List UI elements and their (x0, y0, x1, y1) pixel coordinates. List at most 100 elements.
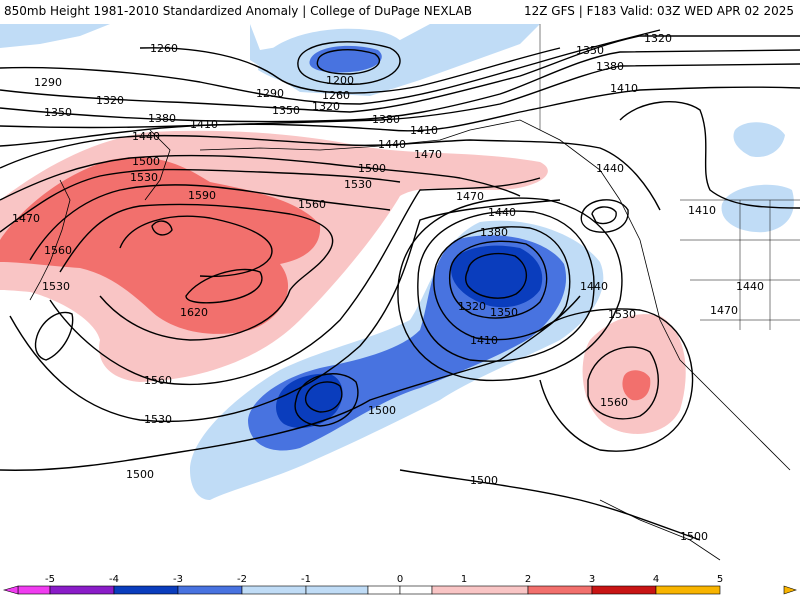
contour-label: 1530 (608, 308, 636, 321)
contour-1500 (0, 168, 401, 233)
anomaly-negative-hudson (733, 122, 785, 158)
contour-1350 (0, 49, 800, 123)
title-bar: 850mb Height 1981-2010 Standardized Anom… (0, 0, 800, 22)
coast-west-na (619, 199, 791, 471)
contour-label: 1200 (326, 74, 354, 87)
coast-mexico (599, 499, 721, 561)
contour-1620b (151, 220, 173, 236)
contour-label: 1410 (190, 118, 218, 131)
color-legend: -5 -4 -3 -2 -1 0 1 2 3 4 5 (0, 570, 800, 600)
contour-1560 (59, 203, 334, 341)
map-panel: 1260 1200 1290 1290 1260 1320 1320 1350 … (0, 22, 800, 570)
contour-low-1410 (417, 210, 595, 362)
contour-1470 (0, 154, 521, 201)
contour-label: 1440 (378, 138, 406, 151)
contour-label: 1380 (148, 112, 176, 125)
anomaly-negative-canada (721, 184, 794, 233)
legend-arrow-left (2, 585, 19, 595)
coastlines (29, 24, 800, 561)
contour-1230 (297, 41, 401, 86)
legend-tick: 4 (653, 574, 659, 585)
contour-label: 1350 (272, 104, 300, 117)
contour-1620 (185, 268, 263, 304)
contour-label: 1440 (132, 130, 160, 143)
legend-bin (305, 585, 369, 595)
anomaly-negative-west-strip (0, 24, 110, 48)
contour-1410-north (619, 101, 800, 209)
anomaly-negative-trough-core-west (276, 373, 343, 428)
contour-label: 1260 (150, 42, 178, 55)
legend-bin (591, 585, 657, 595)
contour-label: 1440 (580, 280, 608, 293)
legend-bin (177, 585, 243, 595)
legend-bin (113, 585, 179, 595)
contour-closed-bc-2 (580, 199, 629, 233)
contour-low-1350 (448, 240, 548, 319)
contour-1530-east (539, 308, 694, 452)
contour-label: 1350 (576, 44, 604, 57)
contour-label: 1410 (470, 334, 498, 347)
contour-closed-bc (591, 206, 617, 225)
legend-tick: -3 (173, 574, 183, 585)
legend-tick: -2 (237, 574, 247, 585)
coast-kamchatka (144, 129, 171, 201)
contour-label: 1320 (644, 32, 672, 45)
contour-1530-outer (9, 199, 561, 423)
legend-arrow-right (783, 585, 797, 595)
contour-label: 1500 (680, 530, 708, 543)
contour-label: 1530 (144, 413, 172, 426)
contour-label: 1260 (322, 89, 350, 102)
contour-label: 1470 (12, 212, 40, 225)
contour-label: 1500 (132, 155, 160, 168)
contour-label: 1620 (180, 306, 208, 319)
coast-alaska-gulf (469, 119, 621, 201)
legend-bin (655, 585, 721, 595)
state-lines-1 (680, 199, 800, 330)
contour-label: 1500 (126, 468, 154, 481)
contour-label: 1470 (456, 190, 484, 203)
contour-label: 1410 (410, 124, 438, 137)
legend-bins (2, 585, 797, 595)
contour-label: 1320 (96, 94, 124, 107)
contour-label: 1350 (44, 106, 72, 119)
coast-aleutians (199, 129, 471, 151)
contour-low-1320 (465, 252, 528, 299)
contour-label: 1500 (470, 474, 498, 487)
contour-label: 1380 (372, 113, 400, 126)
contour-label: 1410 (610, 82, 638, 95)
contour-label: 1290 (256, 87, 284, 100)
contour-1590 (119, 215, 273, 278)
contour-1200 (316, 49, 381, 75)
legend-bin (431, 585, 529, 595)
contour-label: 1320 (312, 100, 340, 113)
contour-1410 (0, 86, 800, 147)
contour-label: 1470 (710, 304, 738, 317)
contour-label: 1410 (688, 204, 716, 217)
contour-1320 (0, 35, 800, 113)
legend-tick: 2 (525, 574, 531, 585)
contour-label: 1380 (480, 226, 508, 239)
contour-label: 1350 (490, 306, 518, 319)
contour-label: 1440 (736, 280, 764, 293)
legend-tick: 1 (461, 574, 467, 585)
contour-low-1380 (433, 226, 571, 341)
contour-1530 (29, 184, 391, 261)
contour-label: 1560 (144, 374, 172, 387)
legend-tick: -4 (109, 574, 119, 585)
legend-bin (17, 585, 51, 595)
legend-bin (49, 585, 115, 595)
anomaly-positive-ridge-core (0, 157, 321, 334)
contour-label: 1560 (600, 396, 628, 409)
contour-label: 1530 (344, 178, 372, 191)
legend-ticks: -5 -4 -3 -2 -1 0 1 2 3 4 5 (45, 574, 723, 585)
legend-bin (527, 585, 593, 595)
contour-label: 1500 (368, 404, 396, 417)
legend-tick: -1 (301, 574, 311, 585)
legend-tick: -5 (45, 574, 55, 585)
contour-label: 1560 (298, 198, 326, 211)
contour-label: 1380 (596, 60, 624, 73)
legend-bin (241, 585, 307, 595)
contour-1380 (0, 63, 800, 129)
legend-tick: 5 (717, 574, 723, 585)
contour-label: 1530 (42, 280, 70, 293)
